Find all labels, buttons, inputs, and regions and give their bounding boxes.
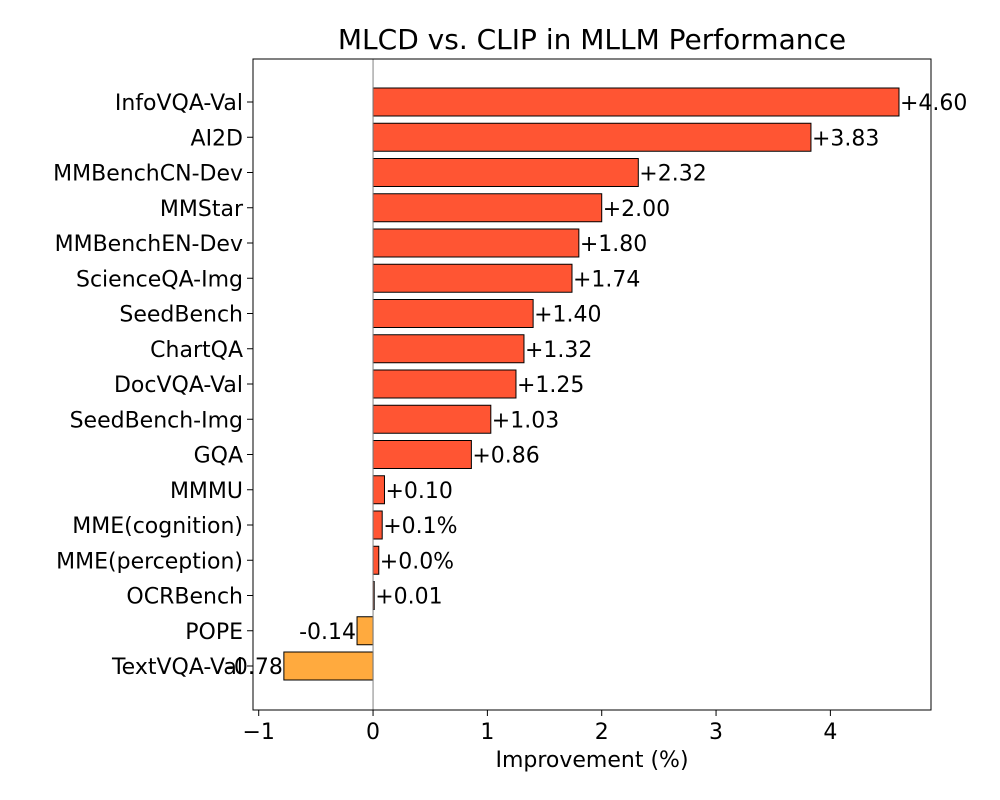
category-label: MMBenchEN-Dev <box>55 232 243 257</box>
plot-frame <box>252 58 932 711</box>
category-labels: InfoVQA-Val AI2D MMBenchCN-Dev MMStar MMBenc… <box>53 91 253 680</box>
bar-8 <box>372 369 517 399</box>
value-label: +1.32 <box>525 338 592 363</box>
chart-title: MLCD vs. CLIP in MLLM Performance <box>338 23 846 56</box>
category-label: MMBenchCN-Dev <box>53 162 243 187</box>
value-label: +0.10 <box>385 479 452 504</box>
value-label: +2.32 <box>639 162 706 187</box>
value-label: +1.74 <box>573 267 640 292</box>
bar-5 <box>372 263 573 293</box>
value-label: +1.40 <box>534 303 601 328</box>
value-label: +1.80 <box>580 232 647 257</box>
bar-9 <box>372 404 492 434</box>
value-label: +0.0% <box>380 549 454 574</box>
category-label: MME(perception) <box>56 549 243 574</box>
bar-7 <box>372 334 525 364</box>
bar-6 <box>372 299 534 328</box>
category-label: POPE <box>185 620 243 645</box>
x-tick-label: 0 <box>366 720 380 745</box>
bar-3 <box>372 193 603 223</box>
category-label: InfoVQA-Val <box>115 91 243 116</box>
value-label: +0.01 <box>375 585 442 610</box>
x-axis-label: Improvement (%) <box>495 748 688 773</box>
category-label: GQA <box>194 444 243 469</box>
category-label: MMMU <box>170 479 243 504</box>
bar-2 <box>372 158 639 187</box>
value-label: -0.78 <box>226 655 283 680</box>
bar-16 <box>283 651 374 681</box>
category-label: DocVQA-Val <box>114 373 243 398</box>
bar-1 <box>372 122 812 152</box>
value-label: +1.25 <box>517 373 584 398</box>
bars-layer <box>283 87 900 681</box>
value-label: +0.86 <box>472 444 539 469</box>
x-tick-label: −1 <box>242 720 274 745</box>
value-label: +0.1% <box>383 514 457 539</box>
x-tick-label: 4 <box>823 720 837 745</box>
bar-4 <box>372 228 580 258</box>
category-label: SeedBench-Img <box>70 408 243 433</box>
category-label: SeedBench <box>119 303 243 328</box>
category-label: ScienceQA-Img <box>76 267 243 292</box>
bar-10 <box>372 440 472 469</box>
category-label: AI2D <box>191 126 243 151</box>
category-label: TextVQA-Val <box>111 655 243 680</box>
bar-12 <box>372 510 383 540</box>
x-tick-label: 3 <box>709 720 723 745</box>
value-label: +2.00 <box>603 197 670 222</box>
x-tick-label: 2 <box>595 720 609 745</box>
value-label: +3.83 <box>812 126 879 151</box>
bar-11 <box>372 475 385 505</box>
bar-13 <box>372 545 380 575</box>
bar-0 <box>372 87 900 117</box>
value-label: -0.14 <box>299 620 356 645</box>
category-label: OCRBench <box>126 585 243 610</box>
category-label: MMStar <box>160 197 244 222</box>
value-label: +1.03 <box>492 408 559 433</box>
value-label: +4.60 <box>900 91 967 116</box>
category-label: MME(cognition) <box>72 514 243 539</box>
category-label: ChartQA <box>150 338 243 363</box>
value-labels: +4.60 +3.83 +2.32 +2.00 +1.80 +1.74 +1.40 +1.32… <box>226 91 967 680</box>
bar-15 <box>356 616 374 646</box>
x-tick-label: 1 <box>480 720 494 745</box>
x-axis: −1 0 1 2 3 4 <box>242 710 837 745</box>
